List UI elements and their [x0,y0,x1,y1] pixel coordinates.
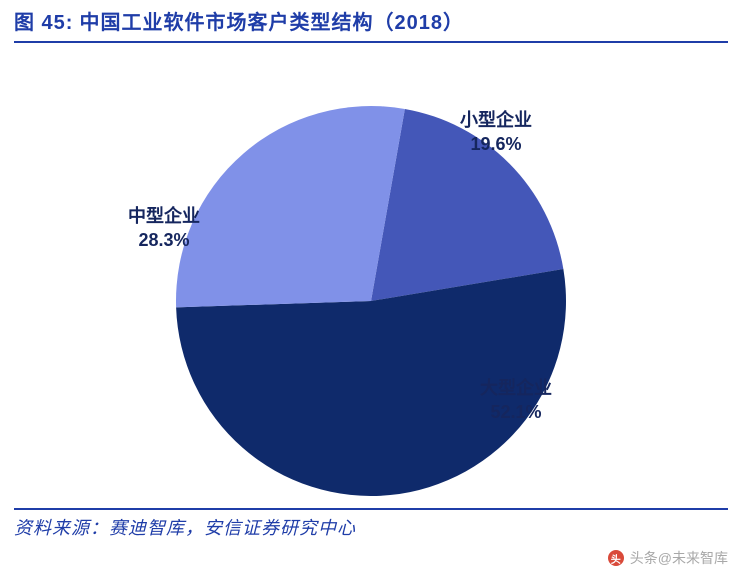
slice-percent: 19.6% [460,132,532,156]
slice-label-2: 中型企业28.3% [128,204,200,253]
slice-percent: 28.3% [128,228,200,252]
slice-percent: 52.1% [480,400,552,424]
figure-title: 中国工业软件市场客户类型结构（2018） [79,6,464,35]
header-rule [14,41,728,43]
pie-chart: 小型企业19.6% 大型企业52.1% 中型企业28.3% [0,46,742,516]
slice-name: 大型企业 [480,376,552,400]
slice-label-1: 大型企业52.1% [480,376,552,425]
watermark-text: 头条@未来智库 [630,548,728,568]
slice-name: 小型企业 [460,108,532,132]
slice-name: 中型企业 [128,204,200,228]
pie-svg [0,46,742,516]
toutiao-icon: 头 [608,550,624,566]
figure-title-row: 图 45: 中国工业软件市场客户类型结构（2018） [14,6,728,35]
source-text: 资料来源：赛迪智库，安信证券研究中心 [14,514,728,540]
figure-header: 图 45: 中国工业软件市场客户类型结构（2018） [0,0,742,47]
footer-rule [14,508,728,510]
watermark: 头 头条@未来智库 [608,548,728,568]
pie-slice-2 [176,106,405,307]
figure-number: 图 45: [14,6,73,35]
slice-label-0: 小型企业19.6% [460,108,532,157]
figure-footer: 资料来源：赛迪智库，安信证券研究中心 [14,508,728,540]
